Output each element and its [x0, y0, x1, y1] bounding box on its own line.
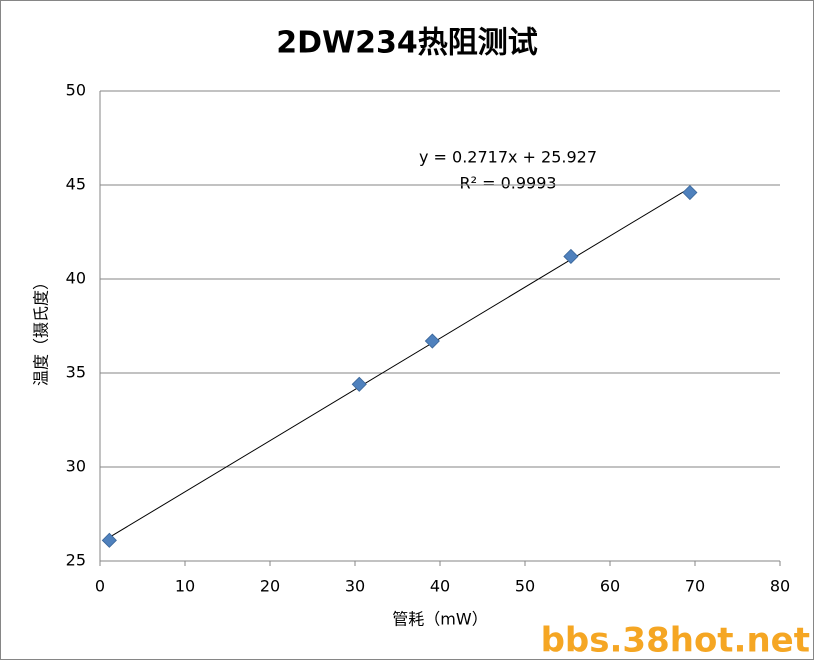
data-point	[682, 184, 698, 201]
data-point	[563, 248, 579, 265]
y-tick-label: 40	[66, 269, 86, 288]
data-point	[101, 532, 117, 548]
watermark: bbs.38hot.net	[541, 621, 810, 660]
data-point	[351, 376, 367, 392]
chart-title: 2DW234热阻测试	[276, 26, 538, 61]
data-point	[424, 333, 440, 349]
trendline	[109, 187, 691, 538]
x-axis-title: 管耗（mW）	[392, 610, 487, 629]
y-tick-label: 25	[66, 551, 86, 570]
x-tick-label: 0	[95, 577, 105, 596]
x-tick-label: 70	[685, 577, 705, 596]
x-tick-label: 80	[770, 577, 790, 596]
y-tick-label: 45	[66, 175, 86, 194]
trend-equation: y = 0.2717x + 25.927	[419, 148, 597, 167]
x-tick-label: 30	[345, 577, 365, 596]
y-axis-title: 温度（摄氏度）	[32, 274, 51, 386]
x-tick-label: 60	[600, 577, 620, 596]
trend-r2: R² = 0.9993	[459, 174, 556, 193]
x-tick-label: 20	[260, 577, 280, 596]
x-tick-label: 40	[430, 577, 450, 596]
y-tick-label: 50	[66, 81, 86, 100]
y-tick-label: 35	[66, 363, 86, 382]
x-tick-label: 10	[175, 577, 195, 596]
y-tick-label: 30	[66, 457, 86, 476]
x-tick-label: 50	[515, 577, 535, 596]
